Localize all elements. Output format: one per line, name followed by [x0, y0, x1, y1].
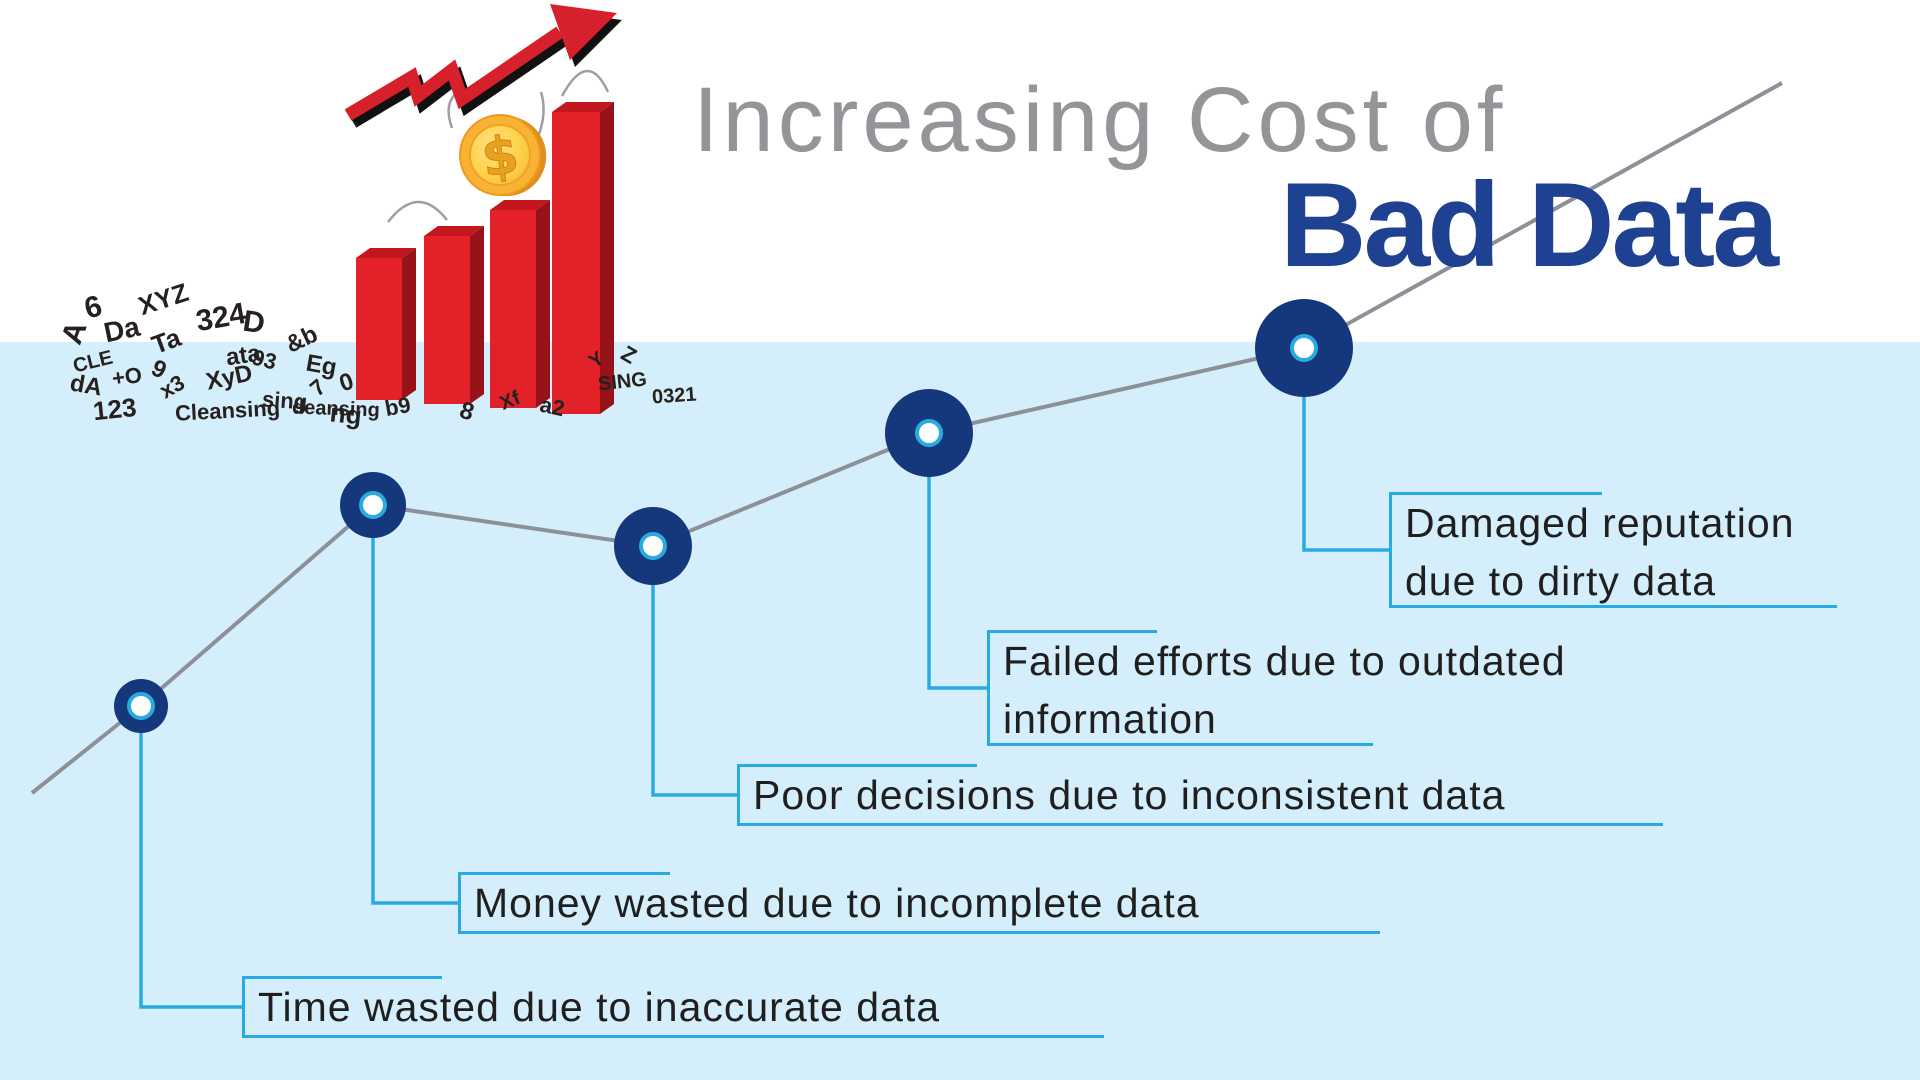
data-point-marker-2	[340, 472, 406, 538]
dollar-sign: $	[478, 125, 522, 189]
label-text: Failed efforts due to outdated	[1003, 638, 1566, 684]
label-top-rule	[737, 764, 977, 767]
label-text: Money wasted due to incomplete data	[474, 880, 1200, 926]
label-text: due to dirty data	[1405, 558, 1717, 604]
data-point-marker-1	[114, 679, 168, 733]
connector-line-3	[651, 546, 737, 797]
connector-line-4	[927, 433, 987, 690]
label-top-rule	[987, 630, 1157, 633]
label-top-rule	[1389, 492, 1602, 495]
data-point-marker-5	[1255, 299, 1353, 397]
cost-label-2: Money wasted due to incomplete data	[458, 872, 1380, 934]
connector-line-2	[371, 505, 458, 905]
cost-label-1: Time wasted due to inaccurate data	[242, 976, 1104, 1038]
cost-label-3: Poor decisions due to inconsistent data	[737, 764, 1663, 826]
label-top-rule	[458, 872, 670, 875]
background-blue-band	[0, 342, 1920, 1080]
page-title-line2: Bad Data	[1279, 158, 1779, 292]
label-text: Damaged reputation	[1405, 500, 1795, 546]
connector-line-5	[1302, 348, 1389, 552]
cost-label-4: Failed efforts due to outdated informatio…	[987, 630, 1566, 746]
cost-label-5: Damaged reputation due to dirty data	[1389, 492, 1837, 608]
data-point-marker-3	[614, 507, 692, 585]
connector-line-1	[139, 706, 242, 1009]
label-top-rule	[242, 976, 442, 979]
red-bars-icon	[356, 102, 614, 414]
growth-arrow-icon	[344, 4, 622, 128]
page-title-line1: Increasing Cost of	[693, 69, 1507, 171]
bar-chart-growth-illustration: $	[344, 4, 622, 414]
label-text: information	[1003, 696, 1217, 742]
label-text: Poor decisions due to inconsistent data	[753, 772, 1506, 818]
label-text: Time wasted due to inaccurate data	[258, 984, 941, 1030]
dollar-coin-icon: $	[459, 114, 547, 197]
data-point-marker-4	[885, 389, 973, 477]
